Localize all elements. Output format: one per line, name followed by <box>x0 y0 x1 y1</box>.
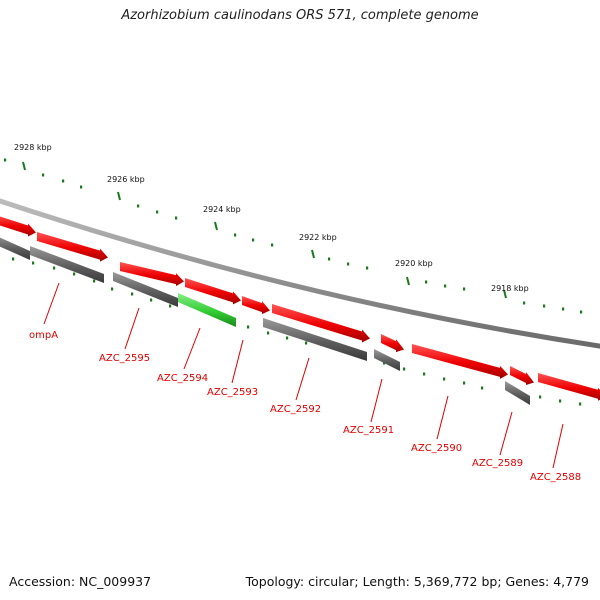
gene-features <box>0 214 600 405</box>
inner-ruler-tick <box>305 341 308 345</box>
ruler-tick <box>156 210 159 214</box>
gene-fwd-0[interactable] <box>0 214 36 237</box>
label-leaders <box>43 282 564 469</box>
ruler-label-2924: 2924 kbp <box>203 205 241 214</box>
gene-AZC_2591-fwd[interactable] <box>381 334 404 353</box>
gene-AZC_2594-highlighted[interactable] <box>178 293 236 327</box>
gene-AZC_2590-fwd[interactable] <box>412 344 508 379</box>
inner-ruler-tick <box>481 386 484 390</box>
inner-ruler-tick <box>443 377 446 381</box>
gene-AZC_2592-fwd[interactable] <box>272 304 370 343</box>
gene-ompA-fwd[interactable] <box>37 232 108 262</box>
inner-ruler-tick <box>150 298 153 302</box>
ruler-tick <box>347 262 350 266</box>
ruler-ticks <box>4 158 583 406</box>
gene-AZC_2589-fwd[interactable] <box>510 366 534 385</box>
ruler-tick <box>444 284 447 288</box>
ruler-tick <box>562 307 565 311</box>
gene-AZC_2588-fwd[interactable] <box>538 373 600 401</box>
inner-ruler-tick <box>286 336 289 340</box>
gene-label-AZC_2594[interactable]: AZC_2594 <box>157 373 208 384</box>
gene-AZC_2595-fwd[interactable] <box>120 262 184 287</box>
label-leader-line <box>552 423 564 469</box>
ruler-tick <box>175 216 178 220</box>
label-leader-line <box>124 307 140 350</box>
ruler-tick <box>580 310 583 314</box>
accession-text: Accession: NC_009937 <box>9 574 152 589</box>
genome-title: Azorhizobium caulinodans ORS 571, comple… <box>121 8 479 23</box>
genome-backbone <box>0 198 600 349</box>
ruler-label-2928: 2928 kbp <box>14 143 52 152</box>
ruler-label-2926: 2926 kbp <box>107 175 145 184</box>
gene-label-AZC_2589[interactable]: AZC_2589 <box>472 458 523 469</box>
inner-ruler-tick <box>559 399 562 403</box>
ruler-tick-major <box>503 289 507 299</box>
gene-label-AZC_2591[interactable]: AZC_2591 <box>343 425 394 436</box>
label-leader-line <box>370 378 383 423</box>
gene-AZC_2593-fwd[interactable] <box>242 296 270 315</box>
inner-ruler-tick <box>73 272 76 276</box>
ruler-tick <box>62 179 65 183</box>
label-leader-line <box>436 395 449 440</box>
label-leader-line <box>183 327 201 370</box>
inner-ruler-tick <box>403 367 406 371</box>
inner-ruler-tick <box>169 304 172 308</box>
ruler-tick-major <box>214 221 218 231</box>
inner-ruler-tick <box>93 279 96 283</box>
label-leader-line <box>295 357 310 401</box>
inner-ruler-tick <box>53 266 56 270</box>
gene-rev-0[interactable] <box>0 234 30 260</box>
label-leader-line <box>43 282 60 325</box>
ruler-tick <box>366 266 369 270</box>
inner-ruler-tick <box>463 381 466 385</box>
inner-ruler-tick <box>32 261 35 265</box>
gene-AZC_2591-rev[interactable] <box>374 349 400 371</box>
ruler-label-2918: 2918 kbp <box>491 284 529 293</box>
gene-labels: ompA AZC_2595 AZC_2594 AZC_2593 AZC_2592… <box>29 330 581 483</box>
ruler-tick <box>234 233 237 237</box>
ruler-label-2920: 2920 kbp <box>395 259 433 268</box>
label-leader-line <box>231 339 244 384</box>
gene-ompA-rev[interactable] <box>30 246 104 283</box>
ruler-tick <box>523 301 526 305</box>
gene-AZC_2595-rev[interactable] <box>113 272 178 307</box>
ruler-tick <box>80 185 83 189</box>
ruler-tick <box>425 280 428 284</box>
ruler-tick <box>4 158 7 162</box>
ruler-tick <box>271 243 274 247</box>
ruler-tick <box>328 257 331 261</box>
gene-label-AZC_2593[interactable]: AZC_2593 <box>207 387 258 398</box>
ruler-tick <box>42 173 45 177</box>
gene-AZC_2589-rev[interactable] <box>505 381 530 405</box>
inner-ruler-tick <box>111 287 114 291</box>
inner-ruler-tick <box>423 372 426 376</box>
ruler-tick <box>252 238 255 242</box>
genome-summary-text: Topology: circular; Length: 5,369,772 bp… <box>245 574 589 589</box>
gene-label-ompA[interactable]: ompA <box>29 330 58 341</box>
gene-label-AZC_2592[interactable]: AZC_2592 <box>270 404 321 415</box>
inner-ruler-tick <box>247 325 250 329</box>
inner-ruler-tick <box>12 257 15 261</box>
gene-label-AZC_2590[interactable]: AZC_2590 <box>411 443 462 454</box>
ruler-label-2922: 2922 kbp <box>299 233 337 242</box>
ruler-labels: 2928 kbp 2926 kbp 2924 kbp 2922 kbp 2920… <box>14 143 529 293</box>
inner-ruler-tick <box>539 395 542 399</box>
inner-ruler-tick <box>131 292 134 296</box>
ruler-tick-major <box>117 191 121 201</box>
gene-label-AZC_2588[interactable]: AZC_2588 <box>530 472 581 483</box>
ruler-tick <box>137 204 140 208</box>
ruler-tick-major <box>406 276 410 286</box>
gene-label-AZC_2595[interactable]: AZC_2595 <box>99 353 150 364</box>
inner-ruler-tick <box>267 331 270 335</box>
gene-AZC_2592-rev[interactable] <box>263 318 367 361</box>
ruler-tick-major <box>311 249 315 259</box>
ruler-tick <box>543 304 546 308</box>
ruler-tick <box>463 287 466 291</box>
label-leader-line <box>499 411 513 456</box>
ruler-tick-major <box>22 161 26 171</box>
gene-AZC_2594-fwd[interactable] <box>185 278 241 305</box>
inner-ruler-tick <box>579 402 582 406</box>
